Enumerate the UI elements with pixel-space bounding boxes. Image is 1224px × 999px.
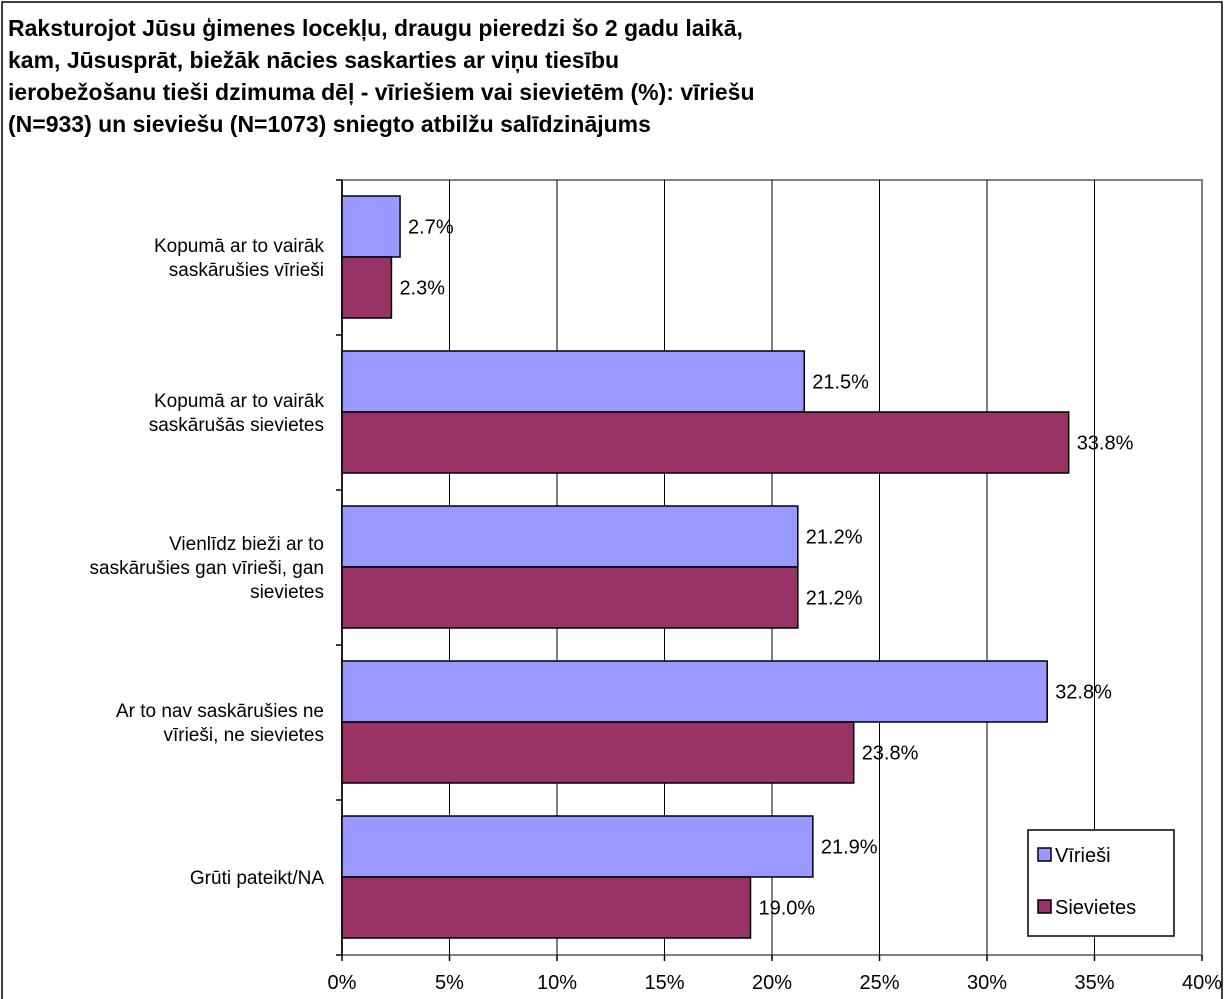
bar-sievietes-3 <box>341 721 855 784</box>
x-tick-label-4: 20% <box>752 972 792 994</box>
data-label-sievietes-2: 21.2% <box>806 588 863 610</box>
category-label-3-line-1: vīrieši, ne sievietes <box>163 725 324 746</box>
category-label-4-line-0: Grūti pateikt/NA <box>190 868 324 889</box>
bar-sievietes-2 <box>341 566 799 629</box>
data-label-virriesi-3: 32.8% <box>1055 682 1112 704</box>
legend-box <box>1027 829 1175 937</box>
data-label-virriesi-2: 21.2% <box>806 527 863 549</box>
category-label-1-line-1: saskārušās sievietes <box>149 415 324 436</box>
chart-title: Raksturojot Jūsu ģimenes locekļu, draugu… <box>8 12 1008 140</box>
chart-title-line-3: ierobežošanu tieši dzimuma dēļ - vīrieši… <box>8 79 755 105</box>
legend-swatch-sievietes <box>1037 899 1052 914</box>
category-label-0-line-1: saskārušies vīrieši <box>169 260 324 281</box>
x-tick-label-8: 40% <box>1182 972 1222 994</box>
bar-sievietes-1 <box>341 411 1070 474</box>
x-tick-label-1: 5% <box>435 972 464 994</box>
x-tick-label-2: 10% <box>537 972 577 994</box>
data-label-virriesi-4: 21.9% <box>821 837 878 859</box>
category-label-2-line-1: saskārušies gan vīrieši, gan <box>90 558 324 579</box>
bar-sievietes-4 <box>341 876 752 939</box>
data-label-sievietes-3: 23.8% <box>862 743 919 765</box>
bar-virriesi-1 <box>341 350 805 413</box>
bar-virriesi-2 <box>341 505 799 568</box>
bar-virriesi-3 <box>341 660 1048 723</box>
bar-virriesi-4 <box>341 815 814 878</box>
bar-sievietes-0 <box>341 256 393 319</box>
x-tick-label-0: 0% <box>328 972 357 994</box>
legend-swatch-virriesi <box>1037 847 1052 862</box>
legend-label-sievietes: Sievietes <box>1055 897 1136 919</box>
x-tick-label-7: 35% <box>1074 972 1114 994</box>
category-label-1-line-0: Kopumā ar to vairāk <box>154 391 325 412</box>
data-label-sievietes-4: 19.0% <box>759 898 816 920</box>
data-label-virriesi-0: 2.7% <box>408 217 454 239</box>
bar-virriesi-0 <box>341 195 401 258</box>
category-label-3-line-0: Ar to nav saskārušies ne <box>116 701 324 722</box>
x-tick-label-6: 30% <box>967 972 1007 994</box>
data-label-virriesi-1: 21.5% <box>812 372 869 394</box>
x-tick-label-5: 25% <box>859 972 899 994</box>
category-label-0-line-0: Kopumā ar to vairāk <box>154 236 325 257</box>
category-label-2-line-0: Vienlīdz bieži ar to <box>169 534 324 555</box>
x-tick-label-3: 15% <box>644 972 684 994</box>
chart-title-line-4: (N=933) un sieviešu (N=1073) sniegto atb… <box>8 111 651 137</box>
chart-title-line-2: kam, Jūsusprāt, biežāk nācies saskarties… <box>8 47 620 73</box>
data-label-sievietes-1: 33.8% <box>1077 433 1134 455</box>
data-label-sievietes-0: 2.3% <box>399 278 445 300</box>
legend-label-virriesi: Vīrieši <box>1055 845 1111 867</box>
category-label-2-line-2: sievietes <box>250 582 324 603</box>
chart-title-line-1: Raksturojot Jūsu ģimenes locekļu, draugu… <box>8 15 743 41</box>
